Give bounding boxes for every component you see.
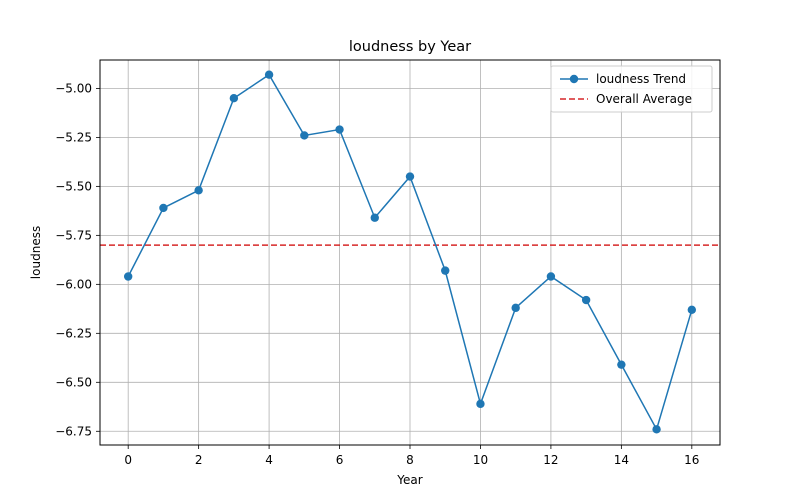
legend: loudness Trend Overall Average [550, 65, 713, 113]
y-tick-label: −6.00 [55, 277, 92, 291]
series-lines [123, 70, 697, 434]
chart-title: loudness by Year [349, 39, 471, 55]
y-tick-label: −5.50 [55, 179, 92, 193]
legend-marker [569, 74, 579, 84]
y-tick-label: −6.75 [55, 424, 92, 438]
x-tick-label: 2 [195, 453, 203, 467]
data-point [370, 213, 379, 222]
data-point [229, 94, 239, 103]
data-point [405, 172, 415, 181]
data-point [581, 295, 591, 305]
y-tick-label: −6.50 [55, 375, 92, 389]
data-point [123, 272, 133, 281]
x-tick-label: 8 [406, 453, 414, 467]
axis-ticks: 0 2 4 6 8 10 12 14 16 −5.00 −5.25 −5.50 −5.75 −6.00 −6… [55, 81, 699, 467]
data-point [652, 425, 661, 434]
data-point [687, 305, 697, 315]
y-tick-label: −5.75 [55, 228, 92, 242]
data-point [441, 266, 450, 275]
y-axis-label: loudness [29, 226, 43, 279]
data-point [335, 125, 344, 134]
legend-label: Overall Average [596, 92, 692, 106]
x-tick-label: 14 [614, 453, 629, 467]
data-point [546, 272, 556, 281]
x-tick-label: 10 [473, 453, 488, 467]
x-tick-label: 16 [684, 453, 699, 467]
data-point [476, 399, 485, 409]
x-tick-label: 6 [336, 453, 344, 467]
x-tick-label: 4 [265, 453, 273, 467]
x-tick-label: 0 [124, 453, 132, 467]
y-tick-label: −5.25 [55, 130, 92, 144]
data-point [264, 70, 274, 79]
data-point [194, 186, 203, 195]
y-tick-label: −6.25 [55, 326, 92, 340]
legend-label: loudness Trend [596, 72, 686, 86]
x-tick-label: 12 [543, 453, 558, 467]
legend-box [550, 65, 713, 113]
data-point [159, 203, 168, 213]
y-tick-label: −5.00 [55, 81, 92, 95]
x-axis-label: Year [396, 473, 422, 487]
data-point [511, 303, 520, 313]
data-point [300, 131, 309, 140]
data-point [617, 360, 626, 369]
